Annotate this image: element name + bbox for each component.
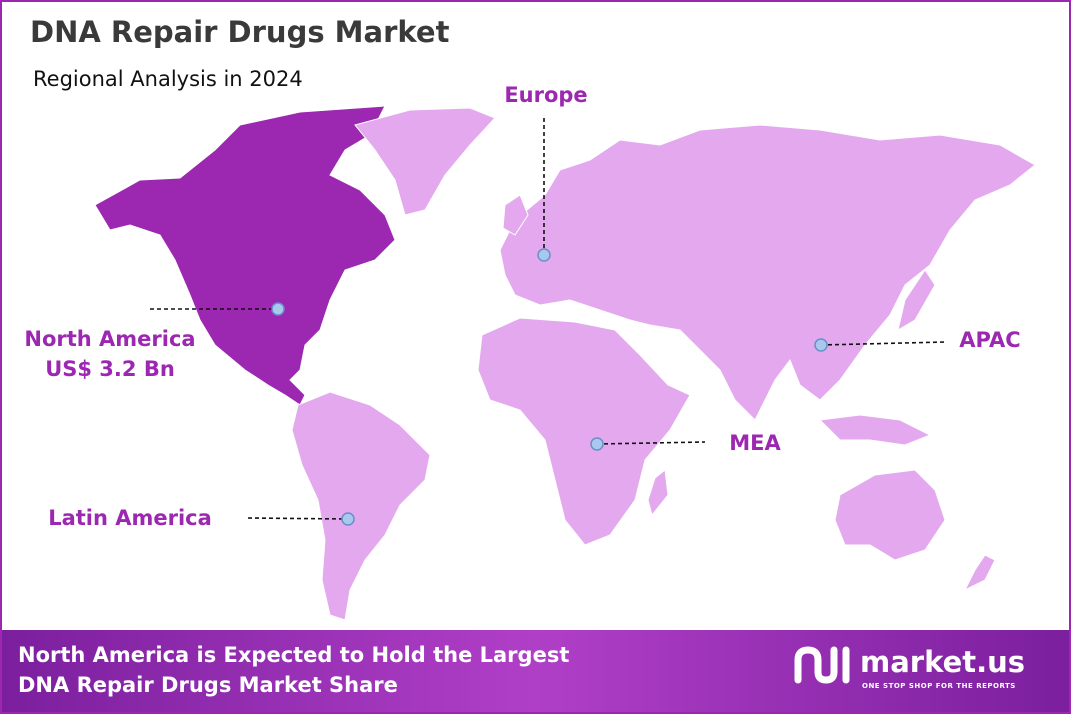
south-america-shape (291, 391, 431, 621)
region-label: Europe (504, 83, 587, 107)
region-label: Latin America (48, 506, 212, 530)
logo-tagline: ONE STOP SHOP FOR THE REPORTS (862, 682, 1016, 690)
logo: market.us ONE STOP SHOP FOR THE REPORTS (794, 645, 1025, 690)
region-label: APAC (959, 328, 1020, 352)
region-label: North America (24, 327, 195, 351)
madagascar-shape (647, 469, 669, 517)
marker (271, 302, 285, 316)
marker (590, 437, 604, 451)
africa-shape (477, 317, 691, 546)
marker (341, 512, 355, 526)
marker (537, 248, 551, 262)
greenland-shape (354, 107, 496, 216)
uk-shape (502, 194, 529, 236)
new-zealand-shape (963, 554, 996, 592)
logo-name: market.us (860, 645, 1025, 679)
eurasia-shape (499, 124, 1036, 421)
footer-text: DNA Repair Drugs Market Share (18, 673, 398, 697)
region-label: MEA (729, 431, 781, 455)
japan-shape (897, 269, 936, 332)
leaders (150, 118, 946, 526)
region-value: US$ 3.2 Bn (45, 357, 175, 381)
world-map (94, 105, 1036, 621)
southeast-asia-shape (818, 414, 932, 446)
footer-band (2, 630, 1069, 712)
title: DNA Repair Drugs Market (30, 15, 450, 49)
footer-text: North America is Expected to Hold the La… (18, 643, 569, 667)
logo-mark (794, 646, 838, 684)
australia-shape (834, 469, 946, 561)
leader-line (247, 517, 349, 520)
subtitle: Regional Analysis in 2024 (33, 67, 303, 91)
north-america-shape (94, 105, 396, 406)
marker (814, 338, 828, 352)
